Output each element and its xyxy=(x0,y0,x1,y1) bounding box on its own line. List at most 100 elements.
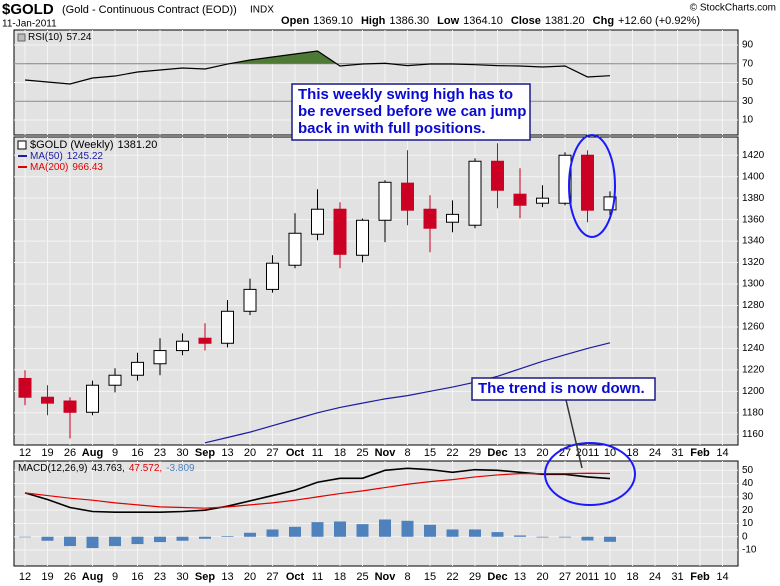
legend: MACD(12,26,9) 43.763, 47.572, -3.809 xyxy=(18,463,195,474)
y-tick-label: 1360 xyxy=(742,214,765,225)
x-tick-label: 12 xyxy=(19,447,31,459)
legend-name: $GOLD (Weekly) xyxy=(30,139,114,151)
x-tick-label: 27 xyxy=(266,571,278,583)
legend: MA(50) 1245.22 xyxy=(30,151,103,162)
histogram-bar xyxy=(559,536,571,538)
histogram-bar xyxy=(334,521,346,537)
description: (Gold - Continuous Contract (EOD)) xyxy=(62,4,237,16)
x-tick-label: 26 xyxy=(64,571,76,583)
x-tick-label: 22 xyxy=(446,447,458,459)
legend-value: 966.43 xyxy=(72,162,103,173)
candle-body xyxy=(41,396,54,404)
x-tick-label: 20 xyxy=(244,571,256,583)
y-tick-label: 70 xyxy=(742,58,754,69)
y-tick-label: 10 xyxy=(742,115,754,126)
x-tick-label: 19 xyxy=(41,447,53,459)
rsi-line xyxy=(24,50,611,85)
quote-value: +12.60 (+0.92%) xyxy=(618,15,700,27)
annotation-box xyxy=(471,377,656,401)
candle-body xyxy=(153,350,167,365)
legend-name: MA(200) xyxy=(30,162,68,173)
macd-panel xyxy=(13,460,739,567)
x-tick-label: 27 xyxy=(266,447,278,459)
y-tick-label: 50 xyxy=(742,465,754,476)
highlight-ellipse xyxy=(544,442,636,506)
y-tick-label: 1380 xyxy=(742,193,765,204)
x-tick-label: 31 xyxy=(671,571,683,583)
quote: Open 1369.10 High 1386.30 Low 1364.10 Close 138… xyxy=(281,15,700,27)
annotation-text: back in with full positions. xyxy=(298,120,486,137)
x-tick-label: 20 xyxy=(536,571,548,583)
y-tick-label: 1160 xyxy=(742,429,764,440)
x-tick-label: Oct xyxy=(286,571,305,583)
annotation-shapes xyxy=(544,134,636,506)
histogram-bar xyxy=(19,536,31,538)
highlight-ellipse xyxy=(568,134,616,238)
candle-body xyxy=(356,219,369,256)
quote-label: High xyxy=(361,15,386,27)
x-tick-label: 23 xyxy=(154,571,166,583)
x-tick-label: 11 xyxy=(312,571,323,583)
quote-label: Open xyxy=(281,15,309,27)
histogram-bar xyxy=(176,536,189,541)
pointer xyxy=(565,399,583,469)
annotation-text: The trend is now down. xyxy=(478,380,645,397)
date: 11-Jan-2011 xyxy=(2,19,57,30)
y-tick-label: 40 xyxy=(742,478,754,489)
legend-value: 1245.22 xyxy=(67,151,104,162)
quote-value: 1364.10 xyxy=(463,15,503,27)
x-tick-label: 20 xyxy=(244,447,256,459)
x-tick-label: 10 xyxy=(604,571,616,583)
x-tick-label: 19 xyxy=(41,571,53,583)
candle-body xyxy=(288,232,302,266)
candle-body xyxy=(468,160,482,226)
x-tick-label: 13 xyxy=(221,447,233,459)
legend-value: 43.763, xyxy=(91,463,124,474)
grid-layer xyxy=(14,30,738,566)
x-tick-label: 9 xyxy=(112,447,118,459)
x-tick-label: 26 xyxy=(64,447,76,459)
x-tick-label: 22 xyxy=(446,571,458,583)
histogram-bar xyxy=(109,536,121,547)
macd-line xyxy=(24,472,611,509)
histogram-bar xyxy=(266,529,279,537)
exchange: INDX xyxy=(250,5,274,16)
legend-value: 1381.20 xyxy=(118,139,158,151)
legend-swatch xyxy=(17,140,27,150)
x-tick-label: 2011 xyxy=(576,447,600,459)
candle-body xyxy=(581,154,594,211)
y-tick-label: 1240 xyxy=(742,343,765,354)
x-tick-label: Aug xyxy=(82,447,103,459)
candle-body xyxy=(198,337,212,344)
annotation-box xyxy=(291,83,531,141)
x-tick-label: 14 xyxy=(716,571,728,583)
y-tick-label: 50 xyxy=(742,77,754,88)
candle-body xyxy=(176,340,189,352)
x-tick-label: 15 xyxy=(424,571,436,583)
candle-body xyxy=(558,154,572,204)
candle-body xyxy=(491,160,504,191)
legend-name: MA(50) xyxy=(30,151,63,162)
x-tick-label: 18 xyxy=(626,571,638,583)
y-tick-label: 90 xyxy=(742,40,754,51)
histogram-bar xyxy=(536,536,549,538)
x-tick-label: Nov xyxy=(375,447,397,459)
x-tick-label: 15 xyxy=(424,447,436,459)
y-tick-label: 30 xyxy=(742,492,754,503)
x-tick-label: 13 xyxy=(514,571,526,583)
histogram-bar xyxy=(379,519,391,537)
x-tick-label: 14 xyxy=(716,447,728,459)
x-tick-label: 2011 xyxy=(576,571,600,583)
y-tick-label: 30 xyxy=(742,96,754,107)
histogram-bar xyxy=(491,532,504,537)
histogram-bar xyxy=(64,536,76,547)
x-tick-label: Feb xyxy=(690,571,710,583)
x-tick-label: 29 xyxy=(469,571,481,583)
candle-body xyxy=(513,193,527,206)
histogram-bar xyxy=(289,526,301,537)
x-tick-label: 12 xyxy=(19,571,31,583)
x-tick-label: 30 xyxy=(176,447,188,459)
x-tick-label: 18 xyxy=(334,447,346,459)
histogram-bar xyxy=(604,536,616,542)
